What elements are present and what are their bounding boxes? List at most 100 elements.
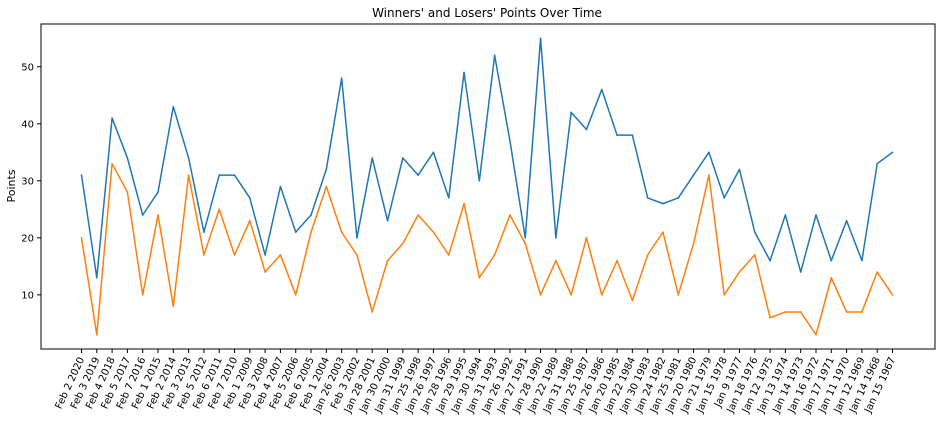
y-tick-label: 10	[21, 290, 34, 301]
series-line-0	[80, 37, 893, 279]
series-0-point	[815, 214, 817, 216]
series-1-point	[172, 305, 175, 308]
series-1-point	[310, 231, 312, 233]
series-0-point	[80, 174, 83, 176]
series-1-point	[187, 174, 190, 176]
series-0-point	[417, 174, 419, 176]
series-0-point	[279, 185, 282, 188]
series-1-point	[815, 333, 817, 336]
series-0-point	[631, 134, 634, 136]
series-0-point	[539, 37, 542, 40]
series-0-point	[677, 197, 680, 199]
series-1-point	[799, 311, 802, 313]
series-1-point	[463, 202, 465, 205]
series-0-point	[646, 197, 649, 199]
series-0-point	[218, 174, 221, 176]
series-1-point	[861, 311, 863, 313]
series-0-point	[555, 237, 557, 239]
series-1-point	[555, 259, 557, 262]
y-tick-label: 50	[21, 62, 34, 73]
series-0-point	[386, 219, 389, 222]
series-0-point	[861, 259, 863, 262]
series-1-point	[111, 162, 113, 165]
series-0-point	[294, 231, 297, 233]
series-1-point	[677, 294, 680, 296]
series-1-point	[876, 271, 878, 273]
series-1-point	[646, 254, 649, 256]
series-1-point	[447, 254, 450, 256]
series-1-point	[417, 214, 419, 216]
series-1-point	[325, 185, 328, 188]
series-0-point	[662, 202, 664, 205]
series-0-point	[600, 88, 603, 91]
series-0-point	[708, 151, 710, 154]
series-1-point	[279, 254, 282, 256]
series-0-point	[891, 151, 894, 154]
series-1-point	[845, 311, 848, 313]
series-0-point	[769, 259, 771, 262]
y-axis-label: Points	[5, 169, 18, 202]
series-1-point	[141, 294, 144, 296]
series-0-point	[157, 191, 159, 194]
y-tick-label: 30	[21, 176, 34, 187]
series-0-point	[264, 254, 266, 256]
series-0-point	[524, 237, 527, 239]
series-0-point	[96, 276, 98, 279]
series-line-1	[80, 162, 894, 336]
series-0-point	[784, 214, 787, 216]
series-0-point	[233, 174, 236, 176]
series-1-point	[784, 311, 787, 313]
y-axis: 10 20 30 40 50	[21, 62, 41, 301]
series-0-point	[249, 197, 251, 199]
series-1-point	[80, 237, 83, 239]
series-1-point	[203, 254, 205, 256]
series-1-point	[830, 276, 833, 279]
series-1-point	[126, 191, 129, 194]
series-0-point	[570, 111, 572, 114]
series-0-point	[845, 219, 848, 222]
series-0-point	[187, 157, 190, 159]
series-1-point	[692, 242, 695, 245]
series-1-point	[708, 174, 710, 176]
series-0-point	[325, 168, 328, 171]
series-1-point	[356, 254, 358, 256]
series-0-point	[356, 237, 358, 239]
series-group	[80, 37, 894, 336]
series-1-point	[524, 242, 527, 245]
series-1-point	[723, 294, 725, 296]
series-1-point	[157, 214, 159, 216]
series-1-point	[96, 333, 98, 336]
series-1-point	[402, 242, 404, 245]
series-1-point	[371, 311, 374, 313]
series-1-point	[478, 276, 481, 279]
series-0-point	[876, 162, 878, 165]
series-1-point	[600, 294, 603, 296]
series-0-point	[402, 157, 404, 159]
series-0-point	[478, 179, 481, 182]
series-1-point	[631, 299, 634, 302]
series-0-point	[692, 174, 695, 176]
series-1-point	[233, 254, 236, 256]
series-1-point	[264, 271, 266, 273]
series-0-point	[111, 117, 113, 119]
series-0-point	[141, 214, 144, 216]
series-0-point	[585, 128, 588, 131]
series-0-point	[172, 105, 175, 108]
y-tick-label: 40	[21, 119, 34, 130]
series-1-point	[218, 208, 221, 211]
y-tick-label: 20	[21, 233, 34, 244]
series-1-point	[249, 219, 251, 222]
series-0-point	[723, 197, 725, 199]
series-0-point	[509, 140, 511, 142]
series-0-point	[310, 214, 312, 216]
series-1-point	[769, 316, 771, 319]
series-0-point	[616, 134, 618, 136]
series-1-point	[738, 271, 741, 273]
series-1-point	[539, 294, 542, 296]
series-0-point	[493, 54, 496, 57]
series-1-point	[294, 294, 297, 296]
series-0-point	[738, 168, 741, 171]
series-0-point	[203, 231, 205, 233]
